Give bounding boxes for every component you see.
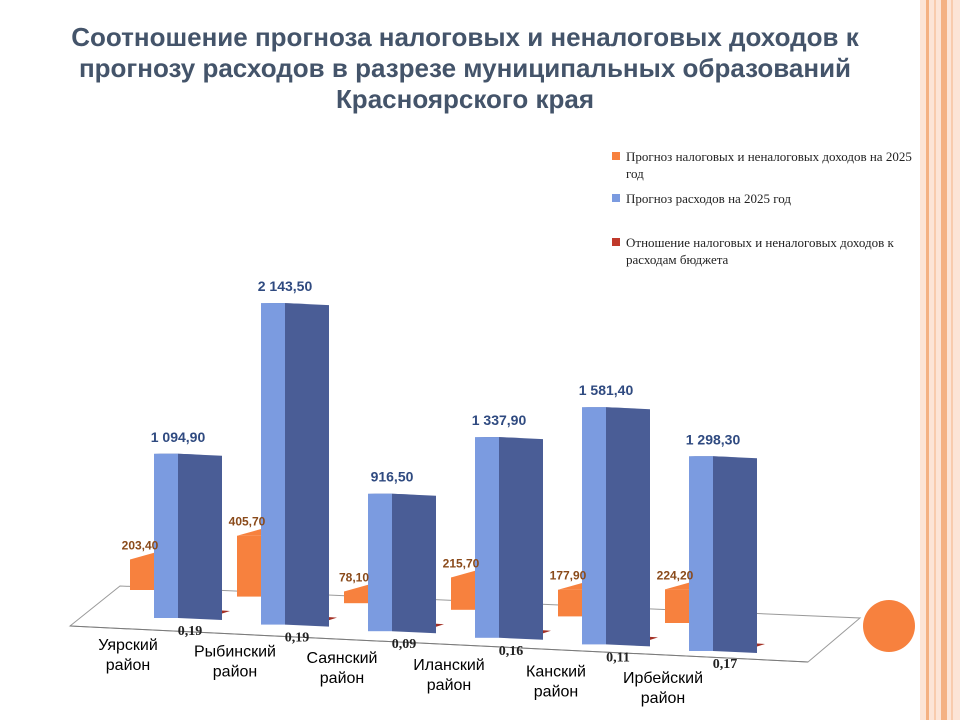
bar-revenue-4 <box>451 577 475 610</box>
label-revenue-3: 78,10 <box>339 570 369 584</box>
decorative-circle <box>863 600 915 652</box>
chart-bars <box>130 303 765 653</box>
bar-expenses-4 <box>475 437 499 638</box>
label-revenue-4: 215,70 <box>443 556 480 570</box>
label-revenue-2: 405,70 <box>229 515 266 529</box>
legend-label: Отношение налоговых и неналоговых доходо… <box>626 235 894 267</box>
bar-expenses-3 <box>368 493 392 632</box>
legend-item-expenses: Прогноз расходов на 2025 год <box>612 190 926 207</box>
bar-revenue-6 <box>665 589 689 623</box>
label-expenses-5: 1 581,40 <box>579 382 634 398</box>
bar-expenses-side-5 <box>606 407 650 647</box>
label-expenses-3: 916,50 <box>371 469 414 485</box>
page-title: Соотношение прогноза налоговых и неналог… <box>71 22 859 114</box>
label-ratio-5: 0,11 <box>606 650 630 665</box>
label-ratio-3: 0,09 <box>392 637 417 652</box>
bar-revenue-2 <box>237 535 261 597</box>
label-ratio-1: 0,19 <box>178 624 203 639</box>
legend-item-tax-revenue: Прогноз налоговых и неналоговых доходов … <box>612 148 926 182</box>
category-label-1: Уярский район <box>98 637 158 674</box>
bar-revenue-3 <box>344 591 368 604</box>
label-expenses-4: 1 337,90 <box>472 412 527 428</box>
label-revenue-6: 224,20 <box>657 568 694 582</box>
bar-revenue-5 <box>558 589 582 617</box>
x-axis-line <box>69 625 809 663</box>
legend-swatch-blue <box>612 194 620 202</box>
category-label-5: Канский район <box>526 663 586 700</box>
bar-expenses-6 <box>689 456 713 651</box>
legend-label: Прогноз налоговых и неналоговых доходов … <box>626 149 912 181</box>
label-ratio-6: 0,17 <box>713 657 738 672</box>
category-label-4: Иланский район <box>413 657 484 694</box>
bar-expenses-side-1 <box>178 453 222 620</box>
bar-expenses-side-3 <box>392 493 436 634</box>
label-ratio-2: 0,19 <box>285 631 310 646</box>
bar-expenses-1 <box>154 453 178 618</box>
label-expenses-2: 2 143,50 <box>258 278 313 294</box>
bar-expenses-side-4 <box>499 437 543 640</box>
legend-item-ratio: Отношение налоговых и неналоговых доходо… <box>612 234 926 268</box>
bar-expenses-side-2 <box>285 303 329 627</box>
legend-label: Прогноз расходов на 2025 год <box>626 191 792 206</box>
bar-expenses-2 <box>261 303 285 625</box>
category-label-2: Рыбинский район <box>194 644 276 681</box>
bar-expenses-5 <box>582 407 606 645</box>
label-expenses-1: 1 094,90 <box>151 429 206 445</box>
category-label-6: Ирбейский район <box>623 670 703 707</box>
legend-swatch-orange <box>612 152 620 160</box>
label-expenses-6: 1 298,30 <box>686 431 741 447</box>
chart-labels: 203,40 1 094,90 0,19 Уярский район 405,70 2 14… <box>98 278 740 707</box>
label-ratio-4: 0,16 <box>499 644 524 659</box>
decorative-stripes <box>920 0 960 720</box>
bar-revenue-1 <box>130 559 154 590</box>
bar-expenses-side-6 <box>713 456 757 653</box>
category-label-3: Саянский район <box>306 650 377 687</box>
legend-swatch-red <box>612 238 620 246</box>
label-revenue-1: 203,40 <box>122 538 159 552</box>
label-revenue-5: 177,90 <box>550 569 587 583</box>
